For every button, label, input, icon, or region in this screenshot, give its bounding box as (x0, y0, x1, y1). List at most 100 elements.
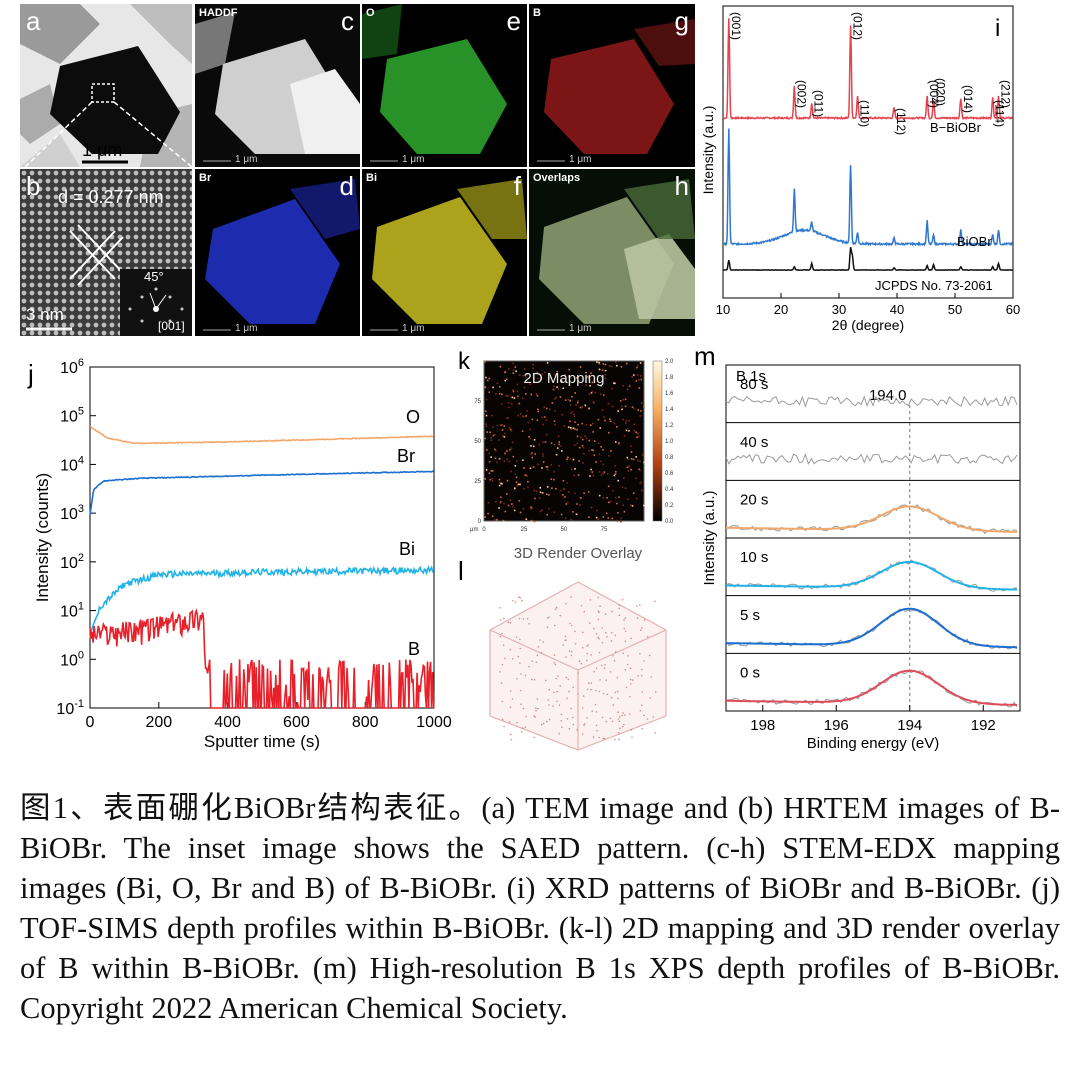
zone-axis-label: [001] (158, 319, 185, 333)
render-point (619, 727, 621, 730)
heatmap-pixel (608, 501, 610, 504)
render-point (509, 648, 512, 651)
heatmap-pixel (500, 501, 502, 503)
render-point (501, 700, 504, 703)
heatmap-pixel (527, 421, 530, 424)
heatmap-pixel (570, 412, 572, 414)
heatmap-pixel (485, 425, 488, 427)
heatmap-pixel (590, 506, 593, 509)
render-point (542, 641, 545, 643)
xps-series-label: 80 s (740, 376, 768, 393)
heatmap-pixel (556, 386, 558, 388)
heatmap-pixel (527, 480, 529, 483)
heatmap-pixel (515, 481, 518, 483)
heatmap-pixel (577, 400, 579, 402)
heatmap-pixel (550, 478, 553, 480)
heatmap-pixel (585, 424, 588, 426)
xrd-peak-label: (012) (851, 12, 865, 40)
render-point (598, 651, 601, 654)
heatmap-pixel (506, 458, 509, 461)
render-point (519, 638, 521, 641)
heatmap-pixel (573, 444, 576, 447)
heatmap-pixel (523, 467, 525, 469)
render-point (564, 635, 567, 638)
render-point (586, 688, 589, 691)
render-point (598, 690, 601, 693)
render-point (520, 703, 522, 706)
render-point (637, 675, 639, 677)
render-point (597, 636, 599, 639)
heatmap-pixel (589, 385, 591, 387)
heatmap-pixel (611, 517, 614, 520)
render-point (624, 630, 627, 632)
heatmap-pixel (606, 497, 608, 499)
heatmap-pixel (628, 430, 630, 432)
heatmap-pixel (517, 395, 519, 398)
render-point (519, 597, 521, 599)
render-point (559, 685, 562, 687)
heatmap-pixel (491, 414, 493, 417)
heatmap-pixel (573, 413, 575, 416)
render-point (599, 605, 601, 607)
render-point (623, 627, 626, 630)
panel-label-i: i (995, 15, 1000, 42)
sims-x-tick-label: 0 (86, 714, 95, 731)
heatmap-pixel (516, 484, 518, 487)
render-point (611, 720, 614, 723)
heatmap-pixel (488, 472, 491, 474)
heatmap-pixel (618, 496, 620, 498)
render-point (581, 646, 584, 649)
render-point (641, 727, 643, 730)
render-point (618, 607, 620, 610)
render-point (515, 636, 518, 638)
heatmap-pixel (564, 375, 567, 378)
heatmap-pixel (555, 487, 557, 490)
render-cube (489, 581, 667, 751)
heatmap-pixel (541, 373, 543, 376)
render-point (528, 623, 530, 625)
heatmap-pixel (525, 518, 528, 520)
render-point (554, 608, 557, 610)
heatmap-pixel (579, 504, 581, 506)
render-point (614, 634, 617, 637)
heatmap-pixel (488, 460, 491, 463)
heatmap-pixel (579, 366, 582, 368)
render-point (548, 704, 550, 706)
heatmap-pixel (508, 368, 510, 370)
xps-x-tick-label: 196 (824, 717, 849, 734)
heatmap-pixel (535, 490, 538, 492)
heatmap-pixel (505, 394, 507, 397)
heatmap-pixel (615, 497, 617, 499)
heatmap-pixel (562, 488, 565, 490)
render-point (586, 717, 588, 719)
heatmap-pixel (601, 369, 604, 372)
heatmap-pixel (618, 442, 620, 444)
saed-angle-label: 45° (144, 269, 164, 284)
heatmap-pixel (613, 422, 616, 425)
heatmap-pixel (569, 420, 571, 423)
heatmap-pixel (608, 431, 610, 434)
panel-h-overlaps-map: Overlaps h 1 μm (529, 169, 695, 336)
heatmap-pixel (603, 416, 605, 418)
heatmap-pixel (618, 443, 620, 446)
heatmap-pixel (576, 442, 578, 445)
render-point (520, 731, 523, 733)
sims-series-line (89, 470, 434, 516)
heatmap-pixel (510, 429, 513, 432)
heatmap-pixel (608, 454, 610, 457)
heatmap-pixel (559, 396, 562, 398)
render-point (510, 733, 512, 736)
heatmap-pixel (636, 436, 638, 439)
heatmap-pixel (617, 512, 619, 514)
render-point (511, 698, 514, 700)
heatmap-pixel (485, 398, 488, 401)
render-point (525, 715, 527, 718)
render-point (533, 736, 535, 739)
heatmap-pixel (610, 450, 612, 452)
render-point (583, 724, 585, 726)
panel-e-o-map: O e 1 μm (362, 4, 527, 167)
render-point (618, 720, 621, 722)
heatmap-pixel (513, 369, 515, 371)
render-point (630, 683, 632, 685)
render-point (502, 644, 505, 646)
